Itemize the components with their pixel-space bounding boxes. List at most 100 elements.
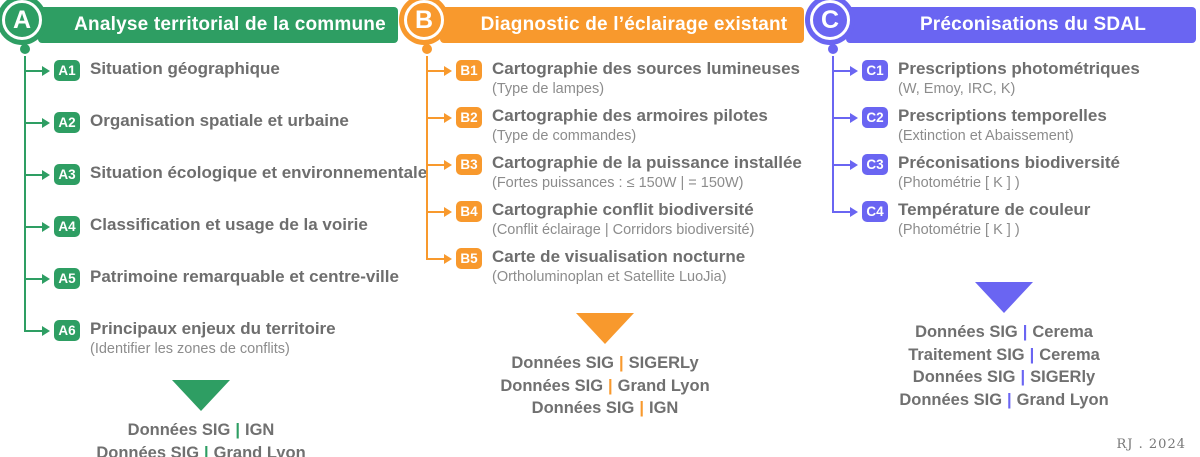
source-label: Traitement SIG xyxy=(908,345,1025,364)
separator: | xyxy=(608,376,613,395)
item-subtitle: (Conflit éclairage | Corridors biodivers… xyxy=(492,222,755,238)
source-label: Données SIG xyxy=(511,354,615,372)
arrow-down-icon xyxy=(172,380,230,411)
item-subtitle: (W, Emoy, IRC, K) xyxy=(898,81,1016,97)
item-badge: C2 xyxy=(862,107,888,128)
header-banner: Analyse territorial de la commune xyxy=(38,7,398,43)
item-badge: B5 xyxy=(456,248,482,269)
item-list: A1 Situation géographique A2 Organisatio… xyxy=(0,56,428,368)
column-header: Analyse territorial de la commune A xyxy=(0,0,402,56)
arrow-right-icon xyxy=(850,113,858,123)
column-diagnostic-eclairage: Diagnostic de l’éclairage existant B B1 … xyxy=(402,0,808,457)
list-item-c4: C4 Température de couleur (Photométrie [… xyxy=(808,197,1200,244)
list-item-a1: A1 Situation géographique xyxy=(0,56,402,108)
arrow-down-icon xyxy=(975,282,1033,313)
column-title: Préconisations du SDAL xyxy=(919,14,1147,35)
item-badge: A5 xyxy=(54,268,80,289)
source-value: IGN xyxy=(648,399,679,417)
column-letter: A xyxy=(12,5,32,34)
item-title: Cartographie de la puissance installée xyxy=(492,153,802,172)
connector-dot xyxy=(20,44,30,54)
separator: | xyxy=(1020,368,1026,386)
list-item-c2: C2 Prescriptions temporelles (Extinction… xyxy=(808,103,1200,150)
item-title: Situation écologique et environnementale xyxy=(90,163,428,182)
item-title: Prescriptions photométriques xyxy=(898,59,1140,78)
source-label: Données SIG xyxy=(899,390,1003,409)
item-title: Prescriptions temporelles xyxy=(898,106,1107,125)
arrow-right-icon xyxy=(850,66,858,76)
column-letter-badge: C xyxy=(810,0,850,40)
list-item-c3: C3 Préconisations biodiversité (Photomét… xyxy=(808,150,1200,197)
list-item-a3: A3 Situation écologique et environnement… xyxy=(0,160,428,212)
item-badge: A2 xyxy=(54,112,80,133)
separator: | xyxy=(619,354,624,372)
item-subtitle: (Type de lampes) xyxy=(492,81,605,97)
arrow-right-icon xyxy=(444,160,452,170)
arrow-right-icon xyxy=(42,326,50,336)
list-item-b5: B5 Carte de visualisation nocturne (Orth… xyxy=(402,244,808,291)
header-banner: Diagnostic de l’éclairage existant xyxy=(440,7,804,43)
item-title: Température de couleur xyxy=(898,200,1091,219)
list-item-c1: C1 Prescriptions photométriques (W, Emoy… xyxy=(808,56,1200,103)
list-item-a6: A6 Principaux enjeux du territoire (Iden… xyxy=(0,316,402,368)
column-letter-badge: A xyxy=(2,0,42,40)
item-title: Préconisations biodiversité xyxy=(898,153,1121,172)
item-title: Principaux enjeux du territoire xyxy=(90,319,336,338)
column-header: Diagnostic de l’éclairage existant B xyxy=(402,0,808,56)
source-value: SIGERly xyxy=(1030,368,1096,386)
data-source-line: Données SIG | IGN xyxy=(0,419,402,442)
arrow-right-icon xyxy=(42,274,50,284)
data-source-line: Traitement SIG | Cerema xyxy=(808,344,1200,367)
column-header: Préconisations du SDAL C xyxy=(808,0,1200,56)
item-badge: A6 xyxy=(54,320,80,341)
data-sources: Données SIG | SIGERLy Données SIG | Grand Ly… xyxy=(402,352,808,420)
list-item-b2: B2 Cartographie des armoires pilotes (Ty… xyxy=(402,103,808,150)
list-item-b3: B3 Cartographie de la puissance installé… xyxy=(402,150,808,197)
item-subtitle: (Type de commandes) xyxy=(492,128,637,144)
item-badge: B4 xyxy=(456,201,482,222)
item-badge: C1 xyxy=(862,60,888,81)
item-subtitle: (Photométrie [ K ] ) xyxy=(898,175,1020,191)
source-value: Cerema xyxy=(1032,323,1093,341)
data-source-line: Données SIG | Cerema xyxy=(808,321,1200,344)
data-source-line: Données SIG | Grand Lyon xyxy=(808,389,1200,412)
column-letter-badge: B xyxy=(404,0,444,40)
item-title: Cartographie des armoires pilotes xyxy=(492,106,768,125)
item-badge: A3 xyxy=(54,164,80,185)
item-subtitle: (Fortes puissances : ≤ 150W | = 150W) xyxy=(492,175,744,191)
source-value: Grand Lyon xyxy=(213,443,306,457)
item-badge: A1 xyxy=(54,60,80,81)
arrow-right-icon xyxy=(850,160,858,170)
arrow-right-icon xyxy=(42,170,50,180)
column-letter: B xyxy=(414,5,434,34)
item-subtitle: (Extinction et Abaissement) xyxy=(898,128,1074,144)
column-preconisations-sdal: Préconisations du SDAL C C1 Prescription… xyxy=(808,0,1200,457)
item-title: Carte de visualisation nocturne xyxy=(492,247,746,266)
data-source-line: Données SIG | Grand Lyon xyxy=(0,442,402,457)
arrow-down-icon xyxy=(576,313,634,344)
author-credit: RJ . 2024 xyxy=(1116,437,1186,452)
item-subtitle: (Identifier les zones de conflits) xyxy=(90,341,290,357)
item-title: Situation géographique xyxy=(90,59,280,78)
source-value: Grand Lyon xyxy=(1016,390,1109,409)
source-label: Données SIG xyxy=(500,376,604,395)
item-badge: B1 xyxy=(456,60,482,81)
item-badge: C4 xyxy=(862,201,888,222)
arrow-right-icon xyxy=(444,207,452,217)
data-source-line: Données SIG | SIGERly xyxy=(808,366,1200,389)
separator: | xyxy=(1007,390,1012,409)
source-label: Données SIG xyxy=(912,368,1016,386)
column-title: Diagnostic de l’éclairage existant xyxy=(480,14,788,35)
data-source-line: Données SIG | IGN xyxy=(402,397,808,420)
arrow-right-icon xyxy=(444,254,452,264)
arrow-right-icon xyxy=(42,222,50,232)
separator: | xyxy=(1022,323,1028,341)
item-title: Cartographie des sources lumineuses xyxy=(492,59,800,78)
data-sources: Données SIG | IGN Données SIG | Grand Lyon xyxy=(0,419,402,457)
item-badge: B3 xyxy=(456,154,482,175)
arrow-right-icon xyxy=(850,207,858,217)
item-title: Organisation spatiale et urbaine xyxy=(90,111,349,130)
separator: | xyxy=(639,399,644,417)
item-badge: B2 xyxy=(456,107,482,128)
